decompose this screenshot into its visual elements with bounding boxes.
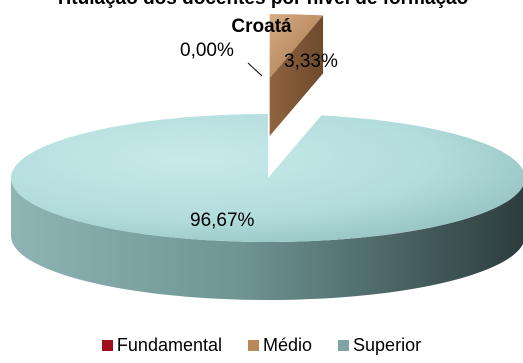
legend-swatch-fundamental bbox=[101, 340, 113, 351]
legend-item-fundamental: Fundamental bbox=[101, 335, 222, 356]
pie-slice-medio-side bbox=[269, 15, 324, 137]
pie-slice-medio bbox=[269, 14, 324, 78]
legend-label-superior: Superior bbox=[353, 335, 422, 355]
data-label-superior: 96,67% bbox=[190, 210, 255, 231]
chart-title-line-1: Titulação dos docentes por nível de form… bbox=[0, 0, 523, 10]
legend-swatch-superior bbox=[338, 340, 350, 351]
fundamental-leader-line bbox=[247, 62, 263, 77]
legend-swatch-medio bbox=[248, 340, 259, 351]
chart-title-line-2: Croatá bbox=[231, 16, 292, 37]
legend-item-medio: Médio bbox=[248, 335, 312, 356]
legend-label-fundamental: Fundamental bbox=[116, 335, 222, 355]
legend-label-medio: Médio bbox=[263, 335, 313, 355]
data-label-medio: 3,33% bbox=[284, 51, 338, 72]
legend: Fundamental Médio Superior bbox=[0, 335, 523, 356]
data-label-fundamental: 0,00% bbox=[180, 40, 234, 61]
legend-item-superior: Superior bbox=[338, 335, 421, 356]
pie-slice-superior bbox=[11, 114, 523, 242]
pie-slice-superior-side bbox=[11, 178, 523, 300]
